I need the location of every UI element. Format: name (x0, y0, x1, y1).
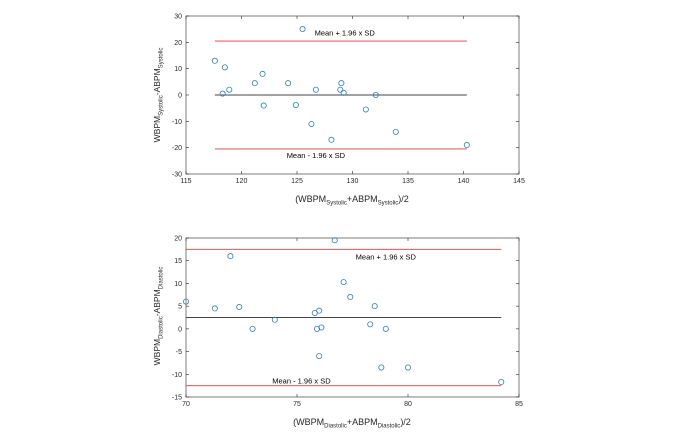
data-point (227, 253, 234, 260)
data-point (331, 237, 338, 244)
data-point (249, 325, 256, 332)
x-tick-label: 70 (182, 401, 190, 408)
data-point (182, 298, 189, 305)
data-point (382, 325, 389, 332)
upper-line-label: Mean + 1.96 x SD (315, 29, 376, 38)
data-point (260, 102, 267, 109)
y-tick-label: -10 (172, 372, 182, 379)
data-point (299, 26, 306, 33)
x-axis-label: (WBPMSystolic+ABPMSystolic)/2 (295, 194, 409, 207)
data-point (367, 321, 374, 328)
data-point (340, 279, 347, 286)
x-tick-label: 140 (458, 178, 470, 185)
diastolic-bland-altman-plot: (WBPMDiastolic+ABPMDiastolic)/2 WBPMDias… (152, 236, 523, 430)
data-point (211, 57, 218, 64)
y-tick-label: 0 (178, 326, 182, 333)
data-point (259, 70, 266, 77)
x-tick-label: 85 (515, 401, 523, 408)
x-tick-label: 145 (513, 178, 525, 185)
data-point (211, 305, 218, 312)
y-tick-label: 30 (174, 14, 182, 21)
data-point (316, 307, 323, 314)
upper-line-label: Mean + 1.96 x SD (356, 253, 417, 262)
y-tick-label: 20 (174, 236, 182, 243)
data-point (219, 90, 226, 97)
data-point (338, 80, 345, 87)
data-point (337, 86, 344, 93)
x-tick-label: 75 (293, 401, 301, 408)
x-tick-label: 130 (347, 178, 359, 185)
y-tick-label: 20 (174, 40, 182, 47)
y-tick-label: -20 (172, 145, 182, 152)
data-point (372, 92, 379, 99)
lower-line-label: Mean - 1.96 x SD (272, 377, 331, 386)
data-point (292, 102, 299, 109)
data-point (371, 303, 378, 310)
y-tick-label: 5 (178, 304, 182, 311)
data-point (463, 142, 470, 149)
data-point (285, 80, 292, 87)
y-tick-label: -10 (172, 119, 182, 126)
data-point (271, 316, 278, 323)
data-point (340, 89, 347, 96)
data-point (316, 353, 323, 360)
y-axis-label: WBPMSystolic-ABPMSystolic (152, 48, 165, 143)
x-tick-label: 120 (236, 178, 248, 185)
data-point (404, 364, 411, 371)
systolic-bland-altman-plot: (WBPMSystolic+ABPMSystolic)/2 WBPMSystol… (152, 14, 525, 207)
y-tick-label: 10 (174, 66, 182, 73)
data-point (251, 80, 258, 87)
data-point (318, 324, 325, 331)
data-point (236, 304, 243, 311)
data-point (308, 120, 315, 127)
data-point (362, 106, 369, 113)
x-tick-label: 115 (180, 178, 191, 185)
data-point (313, 325, 320, 332)
y-tick-label: 0 (178, 93, 182, 100)
y-tick-label: -30 (172, 172, 182, 179)
data-point (226, 86, 233, 93)
data-point (378, 364, 385, 371)
x-axis-label: (WBPMDiastolic+ABPMDiastolic)/2 (293, 417, 411, 430)
y-tick-label: -5 (176, 349, 182, 356)
data-point (392, 128, 399, 135)
x-tick-label: 125 (291, 178, 303, 185)
data-point (347, 294, 354, 301)
y-tick-label: -15 (172, 395, 182, 402)
x-tick-label: 135 (402, 178, 414, 185)
data-point (221, 64, 228, 71)
data-point (328, 136, 335, 143)
x-tick-label: 80 (404, 401, 412, 408)
y-tick-label: 15 (174, 258, 182, 265)
data-point (498, 379, 505, 386)
y-tick-label: 10 (174, 281, 182, 288)
lower-line-label: Mean - 1.96 x SD (287, 151, 346, 160)
data-point (312, 86, 319, 93)
y-axis-label: WBPMDiastolic-ABPMDiastolic (152, 267, 165, 366)
